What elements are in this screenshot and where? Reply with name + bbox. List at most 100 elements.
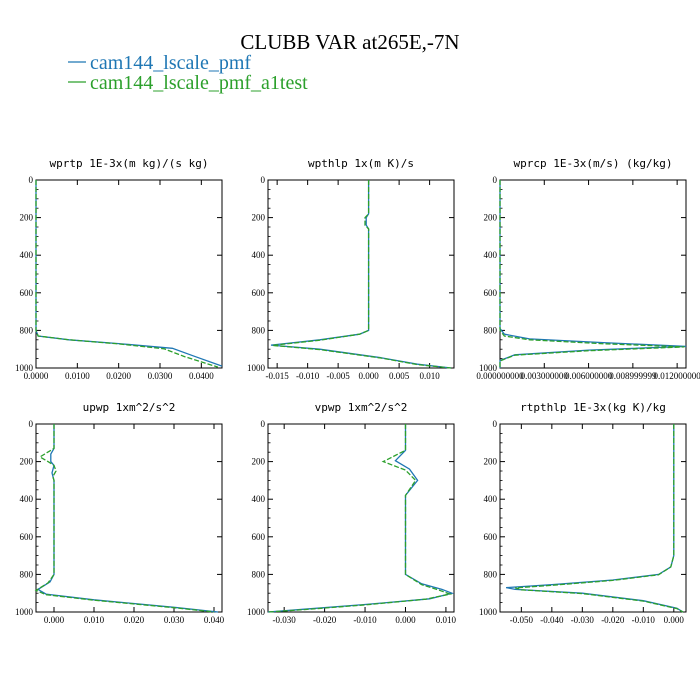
panel-4: upwp 1xm^2/s^2 0 200 400 600 800 1000 0.000 0.01… — [15, 401, 225, 625]
panel-title: wpthlp 1x(m K)/s — [308, 157, 414, 170]
x-tick-label: 0.020 — [124, 615, 145, 625]
plot-frame — [499, 179, 687, 369]
x-tick-label: 0.0100 — [65, 371, 90, 381]
x-tick-label: 0.010 — [84, 615, 105, 625]
y-tick-label: 1000 — [479, 363, 498, 373]
x-tick-label: 0.0400 — [189, 371, 214, 381]
y-tick-label: 800 — [484, 569, 498, 579]
x-tick-label: -0.005 — [327, 371, 351, 381]
x-tick-label: 0.012000000 — [654, 371, 700, 381]
x-tick-label: 0.008999999 — [609, 371, 657, 381]
y-tick-label: 400 — [252, 250, 266, 260]
x-tick-label: -0.010 — [353, 615, 377, 625]
y-tick-label: 400 — [20, 250, 34, 260]
x-tick-label: 0.005 — [389, 371, 410, 381]
y-tick-label: 1000 — [247, 607, 266, 617]
y-tick-label: 200 — [20, 457, 34, 467]
y-tick-label: 400 — [20, 494, 34, 504]
y-tick-label: 200 — [484, 213, 498, 223]
x-tick-label: 0.000 — [664, 615, 685, 625]
y-tick-label: 400 — [252, 494, 266, 504]
series-line-1 — [270, 180, 452, 369]
y-tick-label: 200 — [484, 457, 498, 467]
x-tick-label: 0.030 — [164, 615, 185, 625]
panel-6: rtpthlp 1E-3x(kg K)/kg 0 200 400 600 800 1000 -… — [479, 401, 687, 625]
panel-title: upwp 1xm^2/s^2 — [83, 401, 176, 414]
x-tick-label: -0.020 — [601, 615, 625, 625]
panel-title: rtpthlp 1E-3x(kg K)/kg — [520, 401, 666, 414]
y-tick-label: 0 — [29, 175, 34, 185]
x-tick-label: 0.000 — [44, 615, 65, 625]
y-tick-label: 800 — [252, 325, 266, 335]
y-tick-label: 1000 — [15, 607, 34, 617]
x-tick-label: 0.000000000 — [476, 371, 524, 381]
series-line-2 — [499, 180, 685, 368]
x-tick-label: 0.0200 — [106, 371, 131, 381]
y-tick-label: 800 — [20, 569, 34, 579]
panel-2: wpthlp 1x(m K)/s02004006008001000-0.015-… — [247, 157, 455, 381]
x-tick-label: -0.030 — [571, 615, 595, 625]
x-tick-label: 0.0300 — [148, 371, 173, 381]
series-line-1 — [267, 424, 455, 613]
y-tick-label: 1000 — [247, 363, 266, 373]
y-tick-label: 400 — [484, 250, 498, 260]
y-tick-label: 600 — [20, 532, 34, 542]
plot-frame — [267, 423, 455, 613]
y-tick-label: 800 — [484, 325, 498, 335]
y-tick-label: 600 — [252, 288, 266, 298]
plot-frame — [35, 423, 223, 613]
y-tick-label: 600 — [20, 288, 34, 298]
x-tick-label: -0.050 — [510, 615, 534, 625]
plot-frame — [267, 179, 455, 369]
x-tick-label: -0.030 — [273, 615, 297, 625]
panel-title: wprcp 1E-3x(m/s) (kg/kg) — [514, 157, 673, 170]
legend: cam144_lscale_pmf cam144_lscale_pmf_a1te… — [68, 52, 308, 94]
series-line-1 — [499, 180, 687, 368]
x-tick-label: 0.040 — [204, 615, 225, 625]
panel-title: vpwp 1xm^2/s^2 — [315, 401, 408, 414]
series-line-2 — [35, 180, 219, 368]
panels: wprtp 1E-3x(m kg)/(s kg) 0 200 400 600 800 100… — [15, 157, 700, 625]
x-tick-label: 0.010 — [436, 615, 457, 625]
series-line-2 — [34, 424, 215, 613]
x-tick-label: -0.010 — [632, 615, 656, 625]
x-tick-label: 0.006000000 — [565, 371, 613, 381]
x-tick-label: 0.003000000 — [521, 371, 569, 381]
figure-title: CLUBB VAR at265E,-7N — [240, 30, 459, 54]
y-tick-label: 1000 — [479, 607, 498, 617]
legend-label-2: cam144_lscale_pmf_a1test — [90, 72, 308, 94]
y-tick-label: 0 — [29, 419, 34, 429]
x-tick-label: -0.020 — [313, 615, 337, 625]
y-tick-label: 600 — [252, 532, 266, 542]
panel-5: vpwp 1xm^2/s^2 0 200 400 600 800 1000 -0.030 -0.… — [247, 401, 457, 625]
x-tick-label: 0.010 — [419, 371, 440, 381]
y-tick-label: 200 — [252, 213, 266, 223]
y-tick-label: 200 — [20, 213, 34, 223]
y-tick-label: 0 — [493, 175, 498, 185]
y-tick-label: 200 — [252, 457, 266, 467]
y-tick-label: 1000 — [15, 363, 34, 373]
panel-title: wprtp 1E-3x(m kg)/(s kg) — [50, 157, 209, 170]
y-tick-label: 800 — [20, 325, 34, 335]
x-tick-label: 0.0000 — [24, 371, 49, 381]
y-tick-label: 600 — [484, 532, 498, 542]
series-line-2 — [515, 424, 684, 613]
panel-1: wprtp 1E-3x(m kg)/(s kg) 0 200 400 600 800 100… — [15, 157, 223, 381]
x-tick-label: -0.015 — [266, 371, 290, 381]
y-tick-label: 0 — [261, 175, 266, 185]
y-tick-label: 400 — [484, 494, 498, 504]
y-tick-label: 0 — [261, 419, 266, 429]
legend-label-1: cam144_lscale_pmf — [90, 52, 251, 74]
y-tick-label: 800 — [252, 569, 266, 579]
series-line-1 — [35, 180, 223, 367]
x-tick-label: -0.010 — [296, 371, 320, 381]
y-tick-label: 600 — [484, 288, 498, 298]
x-tick-label: 0.000 — [358, 371, 379, 381]
series-line-2 — [267, 424, 453, 613]
panel-3: wprcp 1E-3x(m/s) (kg/kg) 0 200 400 600 800 100… — [476, 157, 700, 381]
y-tick-label: 0 — [493, 419, 498, 429]
x-tick-label: -0.040 — [540, 615, 564, 625]
plot-frame — [499, 423, 687, 613]
series-line-1 — [505, 424, 684, 613]
